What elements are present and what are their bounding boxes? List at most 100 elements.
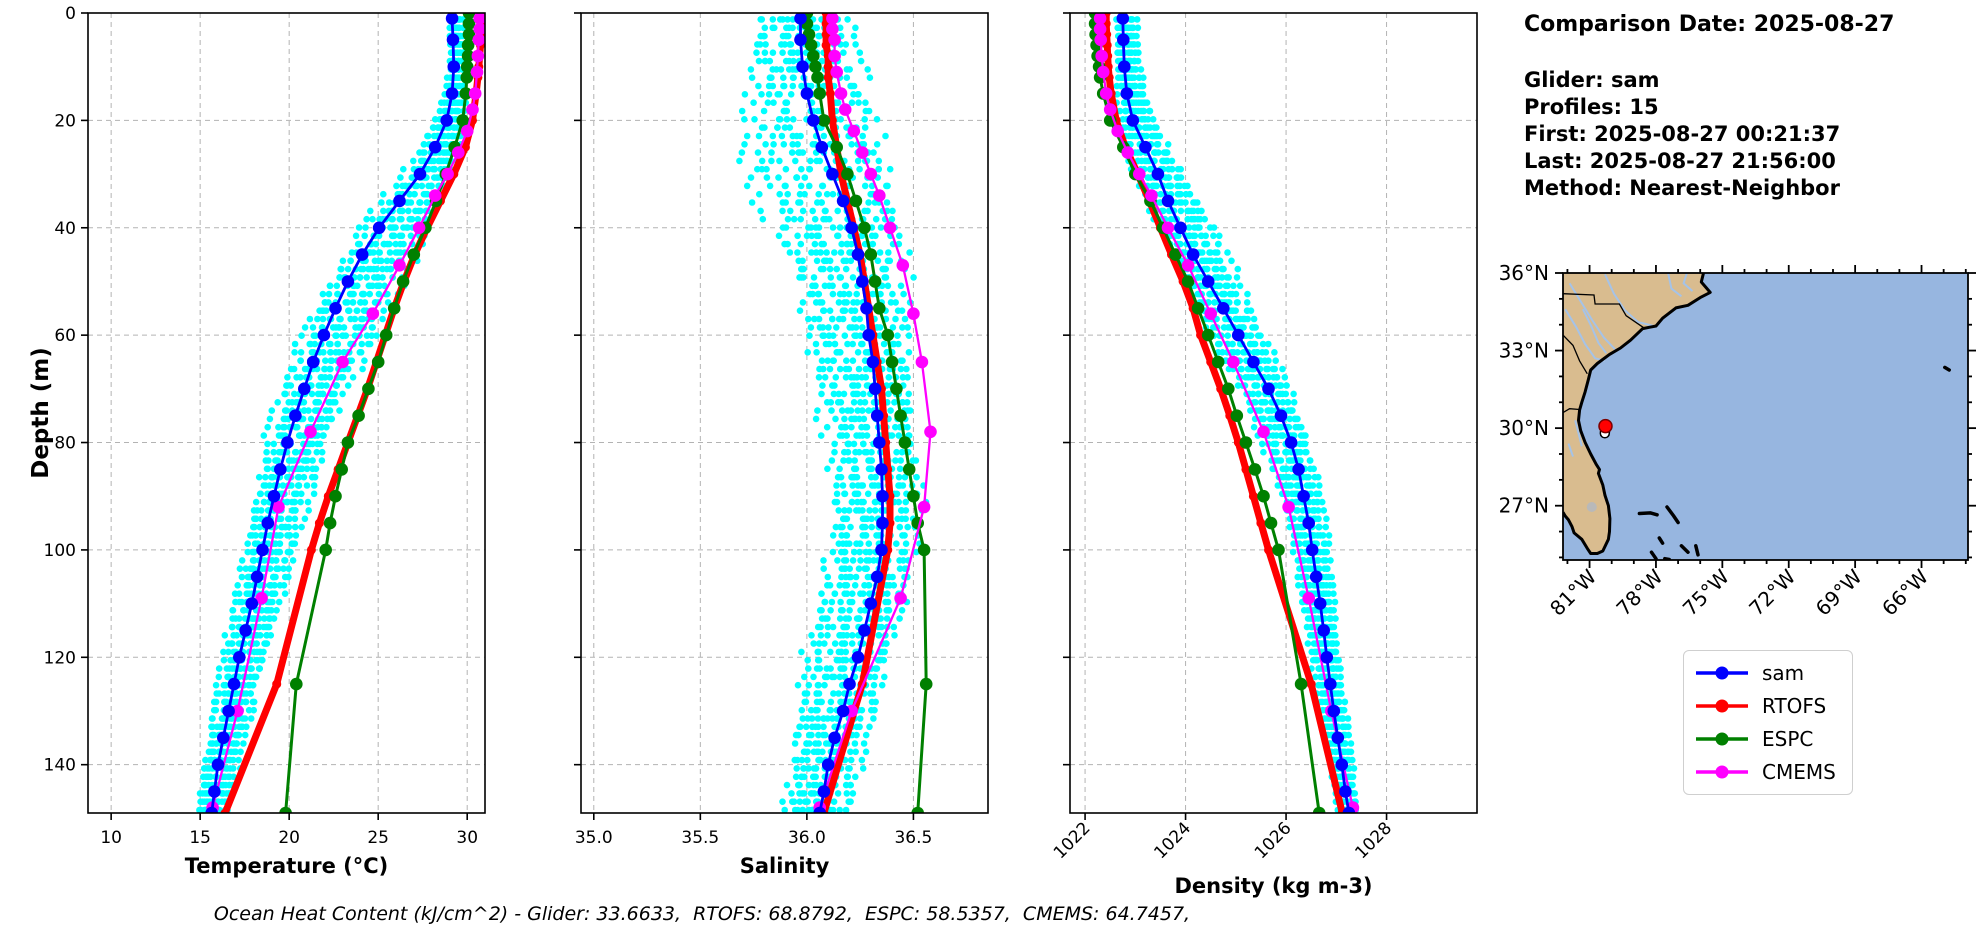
xlabel-salinity: Salinity [740, 854, 830, 878]
xlabel-temperature: Temperature (°C) [185, 854, 388, 878]
svg-text:30°N: 30°N [1499, 416, 1549, 440]
island [1657, 536, 1665, 545]
island [1649, 550, 1658, 560]
svg-text:140: 140 [44, 756, 76, 776]
panel-temperature: 10 15 20 25 30 0 20 40 60 80 100 120 140 Temperature … [44, 4, 486, 878]
svg-text:20: 20 [278, 828, 300, 848]
svg-text:1028: 1028 [1351, 818, 1396, 863]
legend-line-icon [1696, 699, 1748, 713]
island [1694, 544, 1700, 557]
glider-marker [1598, 418, 1613, 434]
series-sam-salinity [794, 13, 889, 813]
tick-labels-density: 1022 1024 1026 1028 [1050, 818, 1396, 863]
legend-line-icon [1696, 732, 1748, 746]
glider-scatter-temperature [196, 16, 470, 813]
series-CMEMS-salinity [813, 13, 937, 813]
series-ESPC-salinity [800, 13, 933, 813]
svg-text:36.0: 36.0 [788, 828, 826, 848]
svg-text:0: 0 [65, 4, 76, 24]
plot-area-density [1088, 13, 1360, 813]
svg-text:72°W: 72°W [1744, 564, 1800, 620]
series-sam-temperature [205, 13, 461, 813]
river [1564, 308, 1606, 362]
svg-text:80: 80 [54, 434, 76, 454]
svg-text:100: 100 [44, 541, 76, 561]
svg-text:35.0: 35.0 [575, 828, 613, 848]
info-panel: Comparison Date: 2025-08-27 Glider: sam … [1524, 12, 1894, 202]
svg-text:1026: 1026 [1251, 818, 1296, 863]
svg-text:15: 15 [189, 828, 211, 848]
depth-axis-label: Depth (m) [28, 347, 54, 479]
spines-temperature [87, 12, 486, 814]
island [1637, 511, 1659, 517]
spines-density [1069, 12, 1478, 814]
location-map: 36°N 33°N 30°N 27°N 81°W 78°W 75°W 72°W 69°W 66°W [1499, 261, 1976, 621]
ticks-temperature [81, 12, 468, 820]
lake [1586, 501, 1597, 512]
plot-area-salinity [736, 13, 937, 813]
legend-label: RTOFS [1762, 694, 1827, 718]
panel-salinity: 35.0 35.5 36.0 36.5 Salinity [574, 12, 989, 878]
ohc-caption: Ocean Heat Content (kJ/cm^2) - Glider: 3… [213, 903, 1191, 925]
legend: sam RTOFS ESPC CMEMS [1683, 650, 1853, 795]
first-timestamp: First: 2025-08-27 00:21:37 [1524, 122, 1841, 146]
legend-label: sam [1762, 661, 1805, 685]
grid-temperature [88, 12, 485, 813]
method: Method: Nearest-Neighbor [1524, 176, 1840, 200]
xlabel-density: Density (kg m-3) [1174, 874, 1372, 898]
map-ticks [1555, 265, 1976, 568]
svg-text:81°W: 81°W [1545, 564, 1601, 620]
spines-salinity [580, 12, 989, 814]
coastline [1563, 273, 1712, 555]
svg-text:69°W: 69°W [1811, 564, 1867, 620]
river [1667, 273, 1683, 298]
svg-text:30: 30 [456, 828, 478, 848]
legend-item-RTOFS: RTOFS [1694, 694, 1836, 718]
river [1567, 443, 1574, 457]
series-ESPC-temperature [279, 13, 476, 813]
legend-line-icon [1696, 666, 1748, 680]
tick-labels-salinity: 35.0 35.5 36.0 36.5 [575, 828, 932, 848]
island [1943, 365, 1951, 372]
river [1582, 308, 1607, 354]
legend-item-ESPC: ESPC [1694, 727, 1836, 751]
river [1574, 420, 1583, 447]
map-frame [1562, 272, 1969, 561]
svg-text:35.5: 35.5 [681, 828, 719, 848]
legend-label: CMEMS [1762, 760, 1836, 784]
svg-text:10: 10 [100, 828, 122, 848]
svg-text:66°W: 66°W [1877, 564, 1933, 620]
svg-text:20: 20 [54, 111, 76, 131]
svg-text:60: 60 [54, 326, 76, 346]
glider-name: Glider: sam [1524, 68, 1660, 92]
profile-count: Profiles: 15 [1524, 95, 1659, 119]
map-area [1563, 273, 1968, 560]
svg-text:40: 40 [54, 219, 76, 239]
ticks-density [1063, 12, 1388, 820]
plot-area-temperature [196, 13, 485, 813]
svg-text:36.5: 36.5 [894, 828, 932, 848]
svg-text:120: 120 [44, 648, 76, 668]
tick-labels-temperature: 10 15 20 25 30 0 20 40 60 80 100 120 140 [44, 4, 478, 848]
legend-label: ESPC [1762, 727, 1814, 751]
svg-text:78°W: 78°W [1611, 564, 1667, 620]
last-timestamp: Last: 2025-08-27 21:56:00 [1524, 149, 1836, 173]
ticks-salinity [574, 12, 915, 820]
river [1682, 273, 1694, 292]
legend-item-CMEMS: CMEMS [1694, 760, 1836, 784]
series-sam-density [1116, 13, 1356, 813]
river [1568, 282, 1616, 350]
comparison-date: Comparison Date: 2025-08-27 [1524, 12, 1895, 37]
island [1679, 544, 1690, 554]
svg-text:1024: 1024 [1150, 818, 1195, 863]
state-border [1563, 408, 1580, 414]
state-border [1563, 293, 1645, 329]
svg-text:25: 25 [367, 828, 389, 848]
svg-text:27°N: 27°N [1499, 494, 1549, 518]
legend-item-sam: sam [1694, 661, 1836, 685]
svg-text:75°W: 75°W [1678, 564, 1734, 620]
svg-text:36°N: 36°N [1499, 261, 1549, 285]
svg-text:33°N: 33°N [1499, 339, 1549, 363]
